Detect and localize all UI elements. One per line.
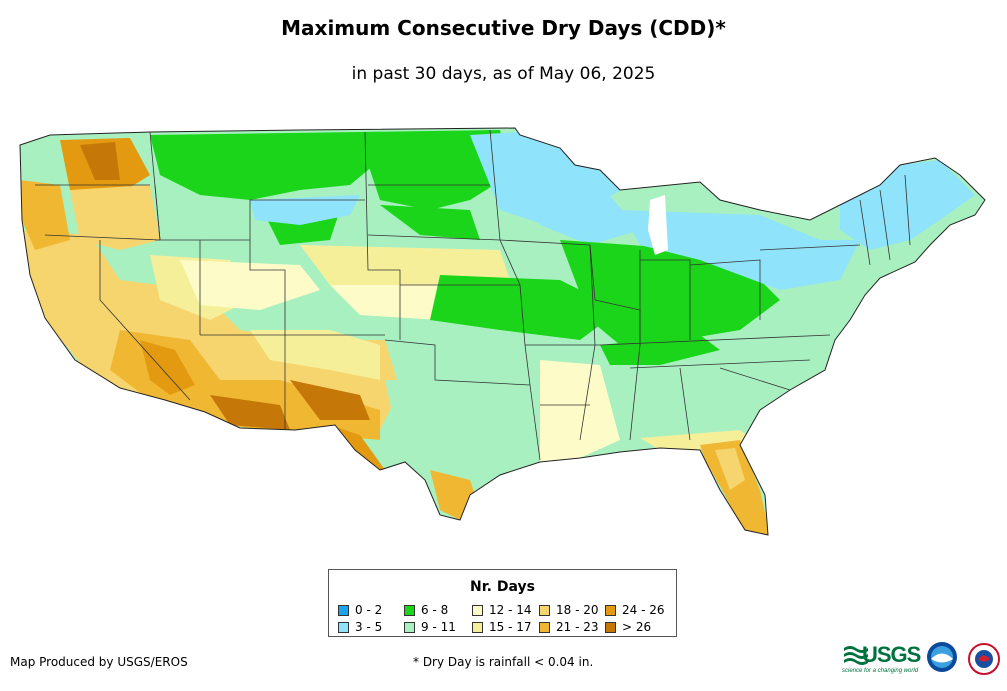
legend-item: 9 - 11	[404, 620, 456, 634]
map-subtitle: in past 30 days, as of May 06, 2025	[351, 64, 656, 84]
legend-swatch	[472, 605, 483, 616]
cdd-map	[19, 127, 986, 536]
map-title: Maximum Consecutive Dry Days (CDD)*	[281, 16, 726, 40]
usgs-tagline: science for a changing world	[842, 668, 919, 674]
legend-swatch	[472, 622, 483, 633]
usgs-wordmark: USGS	[862, 642, 921, 667]
legend-label: 15 - 17	[489, 620, 532, 634]
legend-item: 6 - 8	[404, 603, 448, 617]
legend-swatch	[605, 605, 616, 616]
legend-item: 21 - 23	[539, 620, 599, 634]
legend-item: 18 - 20	[539, 603, 599, 617]
legend-item: > 26	[605, 620, 651, 634]
usgs-logo-icon	[844, 642, 1000, 675]
legend-title: Nr. Days	[470, 579, 535, 595]
legend-item: 24 - 26	[605, 603, 665, 617]
legend-item: 12 - 14	[472, 603, 532, 617]
legend-swatch	[539, 605, 550, 616]
legend: Nr. Days 0 - 2 3 - 5 6 - 8 9 - 11 12 - 1…	[328, 569, 677, 637]
dry-day-footnote: * Dry Day is rainfall < 0.04 in.	[413, 655, 594, 669]
legend-swatch	[404, 605, 415, 616]
legend-item: 15 - 17	[472, 620, 532, 634]
legend-label: 3 - 5	[355, 620, 383, 634]
legend-label: 21 - 23	[556, 620, 599, 634]
legend-swatch	[338, 622, 349, 633]
agency-logos: USGS science for a changing world	[842, 640, 1002, 680]
legend-label: 12 - 14	[489, 603, 532, 617]
credit-text: Map Produced by USGS/EROS	[10, 655, 188, 669]
legend-label: 6 - 8	[421, 603, 449, 617]
legend-swatch	[605, 622, 616, 633]
legend-label: 9 - 11	[421, 620, 456, 634]
legend-swatch	[338, 605, 349, 616]
legend-item: 3 - 5	[338, 620, 382, 634]
legend-label: 0 - 2	[355, 603, 383, 617]
legend-swatch	[539, 622, 550, 633]
legend-label: > 26	[622, 620, 652, 634]
legend-swatch	[404, 622, 415, 633]
legend-item: 0 - 2	[338, 603, 382, 617]
legend-label: 24 - 26	[622, 603, 665, 617]
legend-label: 18 - 20	[556, 603, 599, 617]
